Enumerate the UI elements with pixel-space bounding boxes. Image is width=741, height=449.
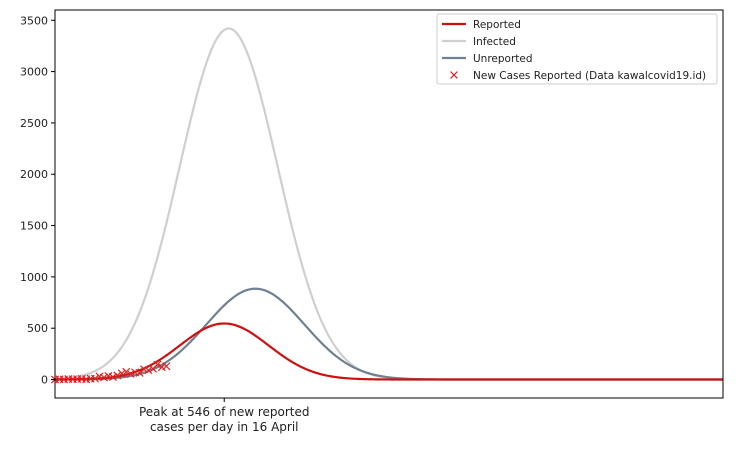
legend-entry-new-cases-reported-data-kawalcovid19-id: New Cases Reported (Data kawalcovid19.id… [450,70,706,82]
x-axis-ticks: Peak at 546 of new reported cases per da… [139,398,310,434]
scatter-point [144,366,153,375]
scatter-point [99,373,109,382]
scatter-point [122,367,131,376]
x-tick-label-line-2: cases per day in 16 April [150,420,299,434]
scatter-point [153,360,162,369]
y-tick-label: 2000 [20,168,48,181]
y-tick-label: 3500 [20,14,48,27]
y-tick-label: 0 [41,374,48,387]
legend: Reported Infected Unreported New Cases Repo… [436,13,718,85]
legend-label: Unreported [473,53,533,65]
legend-label: New Cases Reported (Data kawalcovid19.id… [473,70,706,82]
scatter-point [108,372,117,381]
scatter-point [135,368,144,377]
legend-entry-reported: Reported [442,19,521,31]
legend-label: Reported [473,19,521,31]
scatter-point [117,369,126,378]
y-tick-label: 1500 [20,220,48,233]
y-tick-label: 3000 [20,66,48,79]
x-tick-label-line-1: Peak at 546 of new reported [139,405,310,419]
scatter-point [113,371,122,380]
series-line-reported [54,322,723,381]
legend-marker [450,71,458,79]
legend-entry-infected: Infected [442,36,516,48]
series-curves [54,27,723,381]
scatter-point [91,374,100,383]
legend-entry-unreported: Unreported [442,53,533,65]
y-tick-label: 500 [27,322,48,335]
scatter-points [50,360,171,384]
y-tick-label: 2500 [20,117,48,130]
legend-box [436,13,718,85]
scatter-point [126,369,135,378]
y-tick-label: 1000 [20,271,48,284]
y-axis-ticks: 0 500 1000 1500 2000 2500 3000 3500 [20,14,55,387]
axes-frame [54,9,724,399]
legend-label: Infected [473,36,516,48]
scatter-point [162,362,171,371]
